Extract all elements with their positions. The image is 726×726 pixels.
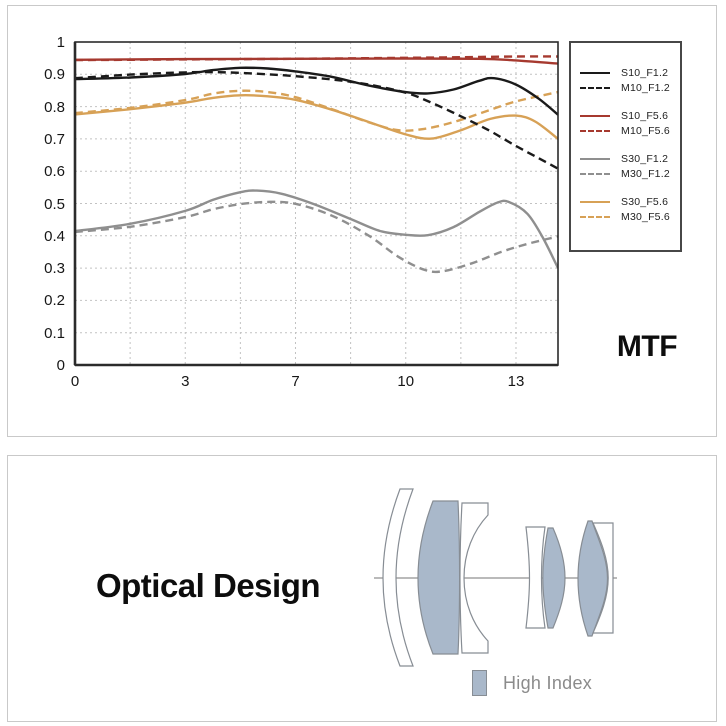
lens-element-1-meniscus bbox=[382, 488, 414, 667]
lens-cross-section-diagram bbox=[374, 488, 617, 667]
y-axis-tick-0.3: 0.3 bbox=[44, 260, 65, 278]
y-axis-tick-0.9: 0.9 bbox=[44, 66, 65, 84]
legend-line-sample-solid bbox=[580, 71, 610, 74]
legend-line-sample-solid bbox=[580, 157, 610, 160]
legend-item-S10_F1.2: S10_F1.2 bbox=[571, 65, 680, 80]
legend-item-M10_F5.6: M10_F5.6 bbox=[571, 123, 680, 138]
legend-line-sample-dashed bbox=[580, 215, 610, 218]
legend-label: S10_F5.6 bbox=[621, 109, 669, 122]
legend-item-S10_F5.6: S10_F5.6 bbox=[571, 108, 680, 123]
y-axis-tick-0.5: 0.5 bbox=[44, 195, 65, 213]
lens-element-3-concave bbox=[459, 502, 489, 654]
legend-line-sample-dashed bbox=[580, 172, 610, 175]
x-axis-tick-13: 13 bbox=[507, 373, 525, 390]
lens-element-7-plano-concave bbox=[592, 522, 614, 634]
legend-label: S30_F1.2 bbox=[621, 152, 669, 165]
legend-label: S30_F5.6 bbox=[621, 195, 669, 208]
optical-design-title: Optical Design bbox=[95, 567, 321, 604]
legend-line-sample-dashed bbox=[580, 86, 610, 89]
y-axis-tick-0.1: 0.1 bbox=[44, 324, 65, 342]
lens-element-4-concave bbox=[525, 526, 546, 629]
mtf-curve-S30_F5.6 bbox=[75, 94, 558, 140]
y-axis-tick-0.6: 0.6 bbox=[44, 163, 65, 181]
x-axis-tick-10: 10 bbox=[397, 373, 415, 390]
mtf-curve-M30_F5.6 bbox=[75, 89, 558, 132]
y-axis-tick-0.8: 0.8 bbox=[44, 98, 65, 116]
legend-item-S30_F5.6: S30_F5.6 bbox=[571, 194, 680, 209]
x-axis-tick-3: 3 bbox=[181, 373, 190, 390]
y-axis-tick-0.4: 0.4 bbox=[44, 227, 65, 245]
legend-label: M10_F5.6 bbox=[621, 124, 670, 137]
mtf-legend-box: S10_F1.2 M10_F1.2 S10_F5.6 M10_F5.6 S30_F1.2… bbox=[569, 41, 682, 252]
lens-element-5-high-index bbox=[542, 527, 566, 629]
legend-label: M10_F1.2 bbox=[621, 81, 670, 94]
y-axis-tick-0: 0 bbox=[56, 357, 65, 374]
mtf-curve-S30_F1.2 bbox=[75, 189, 558, 269]
x-axis-tick-7: 7 bbox=[291, 373, 300, 390]
legend-item-M10_F1.2: M10_F1.2 bbox=[571, 80, 680, 95]
y-axis-tick-0.2: 0.2 bbox=[44, 292, 65, 310]
legend-label: M30_F5.6 bbox=[621, 210, 670, 223]
x-axis-tick-0: 0 bbox=[70, 373, 80, 390]
lens-element-6-high-index bbox=[577, 520, 609, 637]
mtf-chart-title: MTF bbox=[616, 330, 678, 363]
mtf-chart-canvas bbox=[73, 41, 559, 367]
legend-line-sample-solid bbox=[580, 114, 610, 117]
lens-element-2-high-index bbox=[417, 500, 461, 655]
mtf-curve-M10_F1.2 bbox=[75, 70, 558, 170]
legend-item-S30_F1.2: S30_F1.2 bbox=[571, 151, 680, 166]
high-index-color-swatch bbox=[472, 670, 487, 696]
optical-design-panel: Optical Design High Index bbox=[7, 455, 717, 722]
legend-label: S10_F1.2 bbox=[621, 66, 669, 79]
legend-label: M30_F1.2 bbox=[621, 167, 670, 180]
mtf-curve-M30_F1.2 bbox=[75, 200, 558, 274]
legend-item-M30_F5.6: M30_F5.6 bbox=[571, 209, 680, 224]
high-index-legend-label: High Index bbox=[503, 673, 593, 693]
legend-line-sample-solid bbox=[580, 200, 610, 203]
legend-line-sample-dashed bbox=[580, 129, 610, 132]
mtf-curve-M10_F5.6 bbox=[75, 55, 558, 62]
legend-item-M30_F1.2: M30_F1.2 bbox=[571, 166, 680, 181]
mtf-chart-panel: 1 0.9 0.8 0.7 0.6 0.5 0.4 0.3 0.2 0.1 0 0 3 7 10 13 S10… bbox=[7, 5, 717, 437]
y-axis-tick-0.7: 0.7 bbox=[44, 130, 65, 148]
y-axis-tick-1: 1 bbox=[56, 34, 65, 51]
